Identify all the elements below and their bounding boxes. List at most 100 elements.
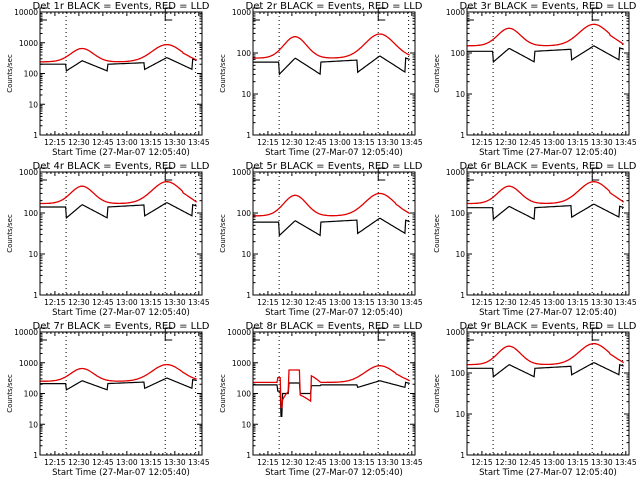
events-series-line bbox=[467, 362, 624, 379]
y-tick-label: 100 bbox=[451, 369, 466, 378]
x-tick-label: 12:15 bbox=[257, 298, 279, 307]
plot-frame bbox=[39, 171, 203, 296]
y-axis-label: Counts/sec bbox=[6, 214, 14, 253]
detector-panel: Det 6r BLACK = Events, RED = LLD 1 10 100 10… bbox=[433, 161, 637, 318]
plot-frame bbox=[252, 11, 416, 136]
x-tick-label: 12:45 bbox=[519, 298, 541, 307]
e-marker-icon bbox=[39, 7, 47, 21]
detector-panel: Det 1r BLACK = Events, RED = LLD 1 10 100 10… bbox=[6, 1, 210, 158]
x-tick-label: 13:45 bbox=[401, 298, 423, 307]
y-tick-label: 100 bbox=[24, 209, 39, 218]
y-axis-label: Counts/sec bbox=[219, 374, 227, 413]
y-axis-label: Counts/sec bbox=[6, 374, 14, 413]
x-tick-label: 13:30 bbox=[377, 458, 399, 467]
y-tick-label: 1 bbox=[460, 451, 465, 460]
panel-title: Det 2r BLACK = Events, RED = LLD bbox=[246, 1, 423, 12]
lld-series-line bbox=[253, 192, 411, 217]
y-axis-label: Counts/sec bbox=[433, 374, 441, 413]
events-series-line bbox=[253, 55, 410, 76]
x-tick-label: 12:45 bbox=[92, 298, 114, 307]
panel-title: Det 1r BLACK = Events, RED = LLD bbox=[33, 1, 210, 12]
lld-series-line bbox=[253, 33, 410, 59]
events-series-line bbox=[40, 57, 197, 72]
x-tick-label: 13:00 bbox=[116, 138, 138, 147]
y-tick-label: 100 bbox=[237, 390, 252, 399]
panel-title: Det 7r BLACK = Events, RED = LLD bbox=[33, 321, 210, 332]
x-tick-label: 13:30 bbox=[164, 458, 186, 467]
y-tick-label: 1 bbox=[33, 291, 38, 300]
x-tick-label: 12:15 bbox=[44, 458, 66, 467]
y-tick-label: 100 bbox=[24, 70, 39, 79]
panel-title: Det 9r BLACK = Events, RED = LLD bbox=[460, 321, 637, 332]
detector-panel: Det 3r BLACK = Events, RED = LLD 1 10 100 10… bbox=[433, 1, 637, 158]
y-tick-label: 10 bbox=[241, 420, 251, 429]
x-tick-label: 13:00 bbox=[543, 138, 565, 147]
y-tick-label: 1 bbox=[460, 291, 465, 300]
x-tick-label: 13:15 bbox=[567, 138, 589, 147]
x-tick-label: 13:15 bbox=[140, 458, 162, 467]
x-tick-label: 12:30 bbox=[495, 138, 517, 147]
x-tick-label: 13:00 bbox=[329, 298, 351, 307]
x-tick-label: 12:15 bbox=[44, 298, 66, 307]
e-marker-icon bbox=[377, 327, 386, 341]
y-tick-label: 10 bbox=[28, 100, 38, 109]
y-tick-label: 100 bbox=[237, 209, 252, 218]
y-tick-label: 100 bbox=[451, 49, 466, 58]
plot-frame bbox=[466, 331, 630, 456]
plot-frame bbox=[252, 331, 416, 456]
x-tick-label: 13:15 bbox=[353, 138, 375, 147]
lld-series-line bbox=[40, 181, 198, 205]
y-tick-label: 10000 bbox=[14, 8, 38, 17]
e-marker-icon bbox=[39, 327, 47, 341]
y-tick-label: 10 bbox=[241, 250, 251, 259]
events-series-line bbox=[253, 217, 410, 237]
x-tick-label: 13:15 bbox=[140, 138, 162, 147]
y-tick-label: 1000 bbox=[19, 168, 38, 177]
panel-title: Det 6r BLACK = Events, RED = LLD bbox=[460, 161, 637, 172]
lld-series-line bbox=[39, 363, 197, 382]
y-tick-label: 10000 bbox=[14, 328, 38, 337]
y-tick-label: 1000 bbox=[232, 168, 251, 177]
panel-title: Det 8r BLACK = Events, RED = LLD bbox=[246, 321, 423, 332]
x-axis-label: Start Time (27-Mar-07 12:05:40) bbox=[479, 148, 617, 158]
e-marker-icon bbox=[377, 7, 386, 21]
y-tick-label: 1000 bbox=[19, 39, 38, 48]
x-tick-label: 13:15 bbox=[567, 458, 589, 467]
detector-panel: Det 7r BLACK = Events, RED = LLD 1 10 100 10… bbox=[6, 321, 210, 478]
y-axis-label: Counts/sec bbox=[433, 214, 441, 253]
y-tick-label: 10 bbox=[455, 250, 465, 259]
x-tick-label: 13:30 bbox=[377, 298, 399, 307]
x-tick-label: 12:15 bbox=[471, 298, 493, 307]
x-tick-label: 12:30 bbox=[281, 458, 303, 467]
x-tick-label: 13:00 bbox=[329, 458, 351, 467]
x-tick-label: 13:30 bbox=[591, 458, 613, 467]
y-axis-label: Counts/sec bbox=[219, 54, 227, 93]
y-tick-label: 1 bbox=[33, 451, 38, 460]
x-tick-label: 13:00 bbox=[116, 298, 138, 307]
x-tick-label: 13:00 bbox=[543, 458, 565, 467]
x-axis-label: Start Time (27-Mar-07 12:05:40) bbox=[479, 468, 617, 478]
x-tick-label: 13:15 bbox=[567, 298, 589, 307]
x-tick-label: 13:45 bbox=[401, 138, 423, 147]
y-tick-label: 1 bbox=[460, 131, 465, 140]
events-series-line bbox=[467, 45, 624, 64]
x-tick-label: 13:45 bbox=[615, 298, 637, 307]
x-axis-label: Start Time (27-Mar-07 12:05:40) bbox=[479, 308, 617, 318]
events-series-line bbox=[40, 202, 197, 220]
x-tick-label: 13:15 bbox=[140, 298, 162, 307]
plot-frame bbox=[39, 331, 203, 456]
plot-frame bbox=[39, 11, 203, 136]
x-tick-label: 13:45 bbox=[188, 458, 210, 467]
x-tick-label: 13:00 bbox=[329, 138, 351, 147]
panel-title: Det 4r BLACK = Events, RED = LLD bbox=[33, 161, 210, 172]
e-marker-icon bbox=[164, 167, 173, 181]
detector-panel: Det 9r BLACK = Events, RED = LLD 1 10 100 10… bbox=[433, 321, 637, 478]
y-tick-label: 10 bbox=[455, 90, 465, 99]
x-tick-label: 13:45 bbox=[615, 458, 637, 467]
x-tick-label: 13:45 bbox=[188, 138, 210, 147]
y-tick-label: 10 bbox=[455, 410, 465, 419]
x-axis-label: Start Time (27-Mar-07 12:05:40) bbox=[265, 148, 403, 158]
x-tick-label: 12:15 bbox=[471, 138, 493, 147]
x-axis-label: Start Time (27-Mar-07 12:05:40) bbox=[265, 468, 403, 478]
